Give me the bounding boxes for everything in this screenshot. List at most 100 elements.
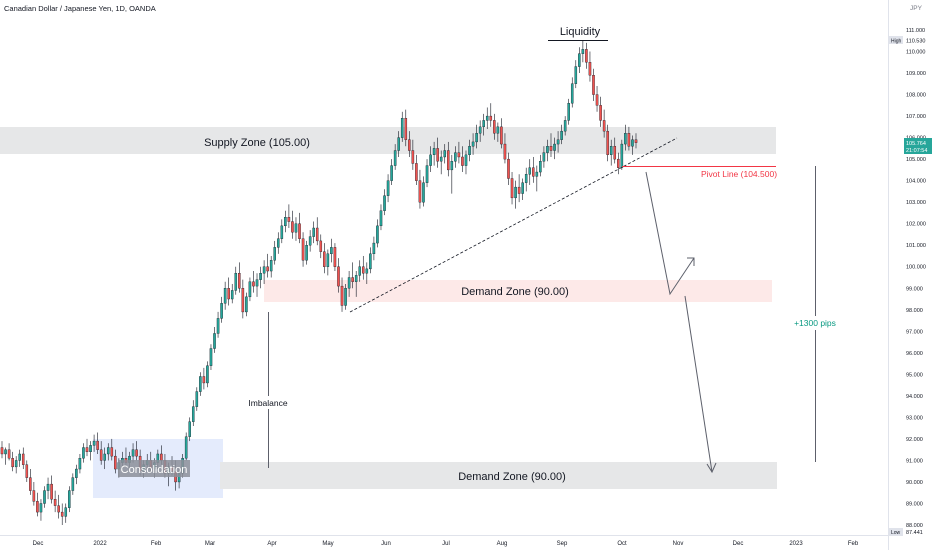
candle-body (411, 150, 415, 164)
candle-body (36, 501, 39, 513)
candle-body (188, 421, 191, 437)
price-tick-label: 92.000 (906, 437, 923, 443)
candle-body (135, 449, 138, 457)
candle-body (255, 279, 259, 287)
time-tick-label: Sep (557, 541, 568, 547)
candle-body (21, 453, 25, 465)
candle-body (503, 143, 507, 160)
candle-body (631, 139, 634, 147)
candle-body (266, 266, 269, 272)
candle-body (213, 333, 216, 349)
demand-zone-99-label: Demand Zone (90.00) (461, 286, 569, 298)
price-tick-label: 111.000 (906, 28, 925, 34)
candle-body (344, 288, 347, 306)
candle-body (475, 133, 478, 143)
time-tick-label: Dec (33, 541, 44, 547)
time-tick-label: 2022 (93, 541, 107, 547)
candle-body (588, 62, 592, 76)
candle-body (535, 171, 539, 177)
candle-body (468, 146, 471, 156)
time-tick-label: Apr (267, 541, 276, 547)
candle-body (220, 303, 223, 319)
candle-body (581, 49, 585, 54)
candle-body (383, 195, 386, 211)
candle-body (25, 464, 29, 478)
candle-body (439, 156, 443, 162)
candle-body (92, 440, 96, 446)
candle-body (436, 148, 439, 162)
candle-body (301, 238, 305, 261)
candle-body (507, 158, 510, 179)
candle-body (556, 139, 560, 145)
last-price-value: 105.764 (906, 141, 926, 147)
low-tag-label: Low (891, 530, 901, 536)
candle-body (397, 137, 400, 151)
candle-body (524, 174, 528, 183)
candle-body (78, 458, 82, 470)
candle-body (131, 449, 135, 457)
candle-body (191, 406, 195, 422)
candle-body (347, 277, 351, 289)
time-tick-label: 2023 (789, 541, 803, 547)
candle-body (510, 178, 514, 199)
candle-body (89, 445, 92, 453)
candle-body (96, 440, 99, 450)
consolidation-label-bg (118, 460, 190, 477)
candle-body (358, 266, 362, 276)
candle-body (617, 158, 620, 168)
candle-body (333, 247, 337, 267)
candle-body (326, 253, 330, 267)
time-tick-label: Mar (205, 541, 215, 547)
ascending-trendline (349, 137, 678, 313)
price-tick-label: 94.000 (906, 394, 923, 400)
candle-body (110, 447, 114, 457)
candle-body (354, 275, 358, 282)
projection-arrowhead-1 (687, 257, 695, 266)
currency-label: JPY (910, 5, 923, 12)
price-tick-label: 110.000 (906, 50, 925, 56)
candle-body (315, 227, 319, 242)
candle-body (245, 296, 248, 313)
price-tick-label: 108.000 (906, 93, 926, 99)
candle-body (312, 227, 315, 237)
candle-body (216, 318, 220, 334)
candle-body (415, 163, 418, 181)
price-tick-label: 89.000 (906, 501, 923, 507)
candle-body (227, 288, 230, 300)
time-tick-label: Jun (381, 541, 391, 547)
candle-body (46, 483, 50, 491)
candle-body (461, 156, 464, 166)
candle-body (0, 447, 4, 455)
time-tick-label: Jul (442, 541, 450, 547)
candle-body (393, 150, 397, 166)
candle-body (599, 105, 602, 121)
candle-body (284, 217, 287, 227)
candle-body (539, 161, 542, 173)
candle-body (241, 288, 245, 313)
countdown-value: 21:07:54 (906, 148, 927, 154)
candle-body (485, 115, 489, 121)
candle-body (252, 281, 255, 287)
candle-body (298, 223, 301, 239)
candle-body (276, 238, 280, 248)
candle-body (560, 130, 563, 140)
candle-body (606, 130, 609, 156)
price-tick-label: 100.000 (906, 265, 926, 271)
candle-body (567, 102, 570, 121)
time-tick-label: Dec (733, 541, 744, 547)
pips-label-bg (790, 316, 842, 330)
candle-body (609, 146, 613, 156)
candle-body (613, 146, 617, 160)
candle-body (206, 365, 209, 384)
candle-body (330, 247, 333, 255)
candle-body (500, 126, 503, 145)
candle-body (64, 507, 68, 517)
candle-body (29, 477, 32, 491)
price-tick-label: 105.000 (906, 157, 926, 163)
candle-body (454, 152, 457, 162)
low-tag-bg (889, 528, 903, 536)
price-tick-label: 104.000 (906, 179, 926, 185)
time-tick-label: Nov (673, 541, 684, 547)
high-tag-value: 110.530 (906, 39, 925, 45)
